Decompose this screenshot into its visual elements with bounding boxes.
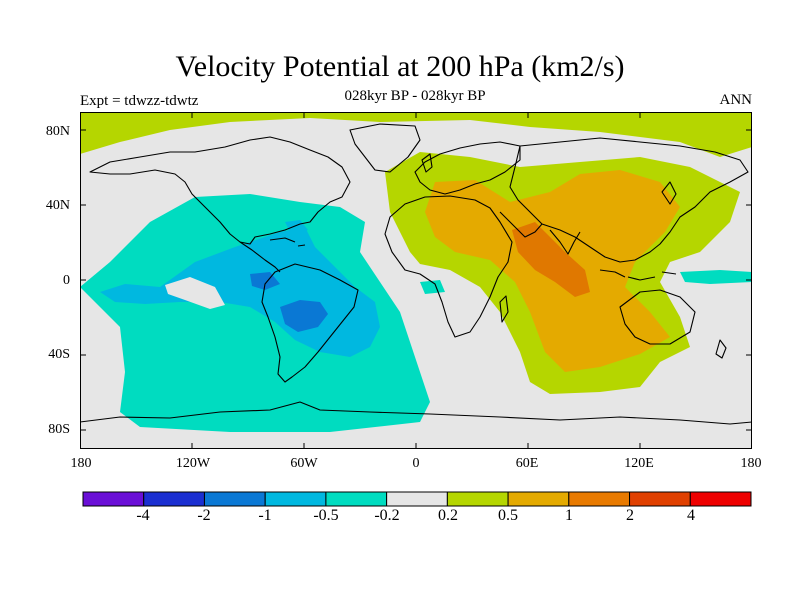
contour-positive-strong (512, 222, 590, 297)
colorbar-swatch (203, 491, 266, 507)
coastline-uk (421, 153, 433, 173)
contour-positive-weak-arctic (80, 112, 752, 157)
lon-tick-0: 0 (412, 456, 420, 471)
lat-tick-40n: 40N (45, 198, 70, 213)
colorbar-swatch (386, 491, 448, 507)
contour-negative-weak (80, 194, 430, 432)
colorbar-swatch (446, 491, 509, 507)
colorbar-swatch (264, 491, 327, 507)
coastline-madagascar (499, 295, 509, 323)
colorbar-label: 1 (565, 507, 573, 524)
lon-tick-180e: 180 (740, 456, 762, 471)
colorbar-label: 2 (626, 507, 634, 524)
coastline-europe (414, 141, 521, 195)
lon-tick-120w: 120W (175, 456, 211, 471)
coastlines (80, 123, 752, 425)
colorbar-swatch (82, 491, 145, 507)
axis-ticks (80, 112, 752, 449)
contour-negative-weak-atlantic-patch (420, 280, 445, 294)
coastline-new-zealand (715, 339, 727, 359)
coastline-africa (384, 195, 513, 338)
colorbar-swatch (507, 491, 570, 507)
coastline-arabia-india (499, 211, 581, 255)
colorbar-swatch (629, 491, 691, 507)
coastline-north-america (89, 136, 351, 245)
coastline-indonesia (599, 269, 677, 281)
colorbar-label: 0.2 (438, 507, 458, 524)
colorbar-label: -1 (258, 507, 272, 524)
lon-tick-180w: 180 (70, 456, 92, 471)
lon-tick-60w: 60W (290, 456, 318, 471)
map-title: Velocity Potential at 200 hPa (km2/s) (175, 50, 625, 83)
coastline-antarctica (80, 401, 752, 425)
coastline-japan (661, 181, 677, 205)
colorbar-label: 0.5 (498, 507, 518, 524)
colorbar-swatch (325, 491, 388, 507)
season-label: ANN (719, 92, 753, 108)
contour-negative-weak-pacific-west (680, 270, 752, 284)
lon-tick-60e: 60E (515, 456, 539, 471)
colorbar-label: -2 (197, 507, 211, 524)
colorbar (82, 491, 752, 507)
lat-tick-80n: 80N (45, 124, 70, 139)
colorbar-label: -0.2 (374, 507, 400, 524)
colorbar-label: 4 (687, 507, 695, 524)
coastline-australia (619, 289, 696, 345)
coastline-south-america (261, 263, 359, 383)
colorbar-label: -0.5 (313, 507, 339, 524)
coastline-caribbean (269, 237, 306, 247)
lat-tick-80s: 80S (48, 422, 70, 437)
lat-tick-0: 0 (63, 273, 70, 288)
map-subtitle: 028kyr BP - 028kyr BP (344, 88, 486, 104)
experiment-label: Expt = tdwzz-tdwtz (80, 93, 199, 109)
coastline-greenland (349, 123, 421, 173)
lat-tick-40s: 40S (48, 347, 70, 362)
colorbar-swatch (143, 491, 205, 507)
contour-negative-strong-1 (250, 272, 280, 290)
contour-negative-strong-2 (280, 300, 328, 332)
lon-tick-120e: 120E (624, 456, 654, 471)
velocity-potential-map (80, 112, 752, 449)
coastline-asia (509, 137, 749, 263)
colorbar-label: -4 (136, 507, 150, 524)
contour-neutral-pacific-hole (165, 277, 225, 309)
colorbar-swatch (568, 491, 631, 507)
coastline-central-america (239, 241, 281, 273)
colorbar-swatch (689, 491, 752, 507)
